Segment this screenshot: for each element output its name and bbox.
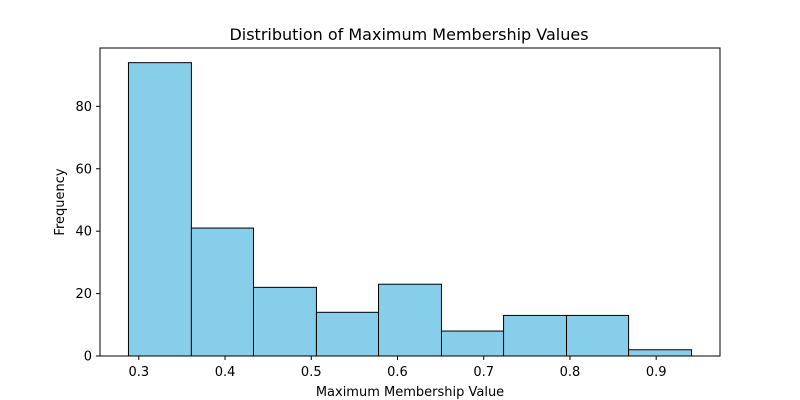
- x-tick-label: 0.7: [473, 365, 494, 380]
- y-tick-label: 40: [75, 225, 92, 240]
- histogram-bar-1: [127, 62, 192, 357]
- x-tick-label: 0.8: [560, 365, 581, 380]
- histogram-bar-5: [378, 283, 442, 357]
- x-axis-label: Maximum Membership Value: [316, 385, 504, 400]
- y-tick-label: 0: [84, 350, 92, 365]
- histogram-bar-6: [440, 330, 505, 357]
- bars-group: [127, 62, 693, 357]
- histogram-bar-3: [252, 286, 317, 357]
- histogram-bar-4: [315, 311, 380, 357]
- y-axis-label: Frequency: [53, 168, 68, 235]
- x-tick-label: 0.4: [215, 365, 236, 380]
- x-tick-label: 0.5: [301, 365, 322, 380]
- plot-area-frame: [99, 47, 721, 357]
- y-tick-label: 60: [75, 162, 92, 177]
- histogram-bar-2: [190, 227, 254, 357]
- x-axis-ticks: 0.3 0.4 0.5 0.6 0.7 0.8 0.9: [128, 356, 667, 380]
- histogram-bar-8: [566, 314, 630, 357]
- histogram-bar-9: [628, 349, 693, 357]
- chart-title: Distribution of Maximum Membership Value…: [229, 25, 588, 44]
- histogram-bar-7: [503, 314, 568, 357]
- y-tick-label: 20: [75, 287, 92, 302]
- y-tick-label: 80: [75, 100, 92, 115]
- y-axis-ticks: 0 20 40 60 80: [75, 100, 100, 365]
- x-tick-label: 0.3: [128, 365, 149, 380]
- x-tick-label: 0.9: [646, 365, 667, 380]
- x-tick-label: 0.6: [387, 365, 408, 380]
